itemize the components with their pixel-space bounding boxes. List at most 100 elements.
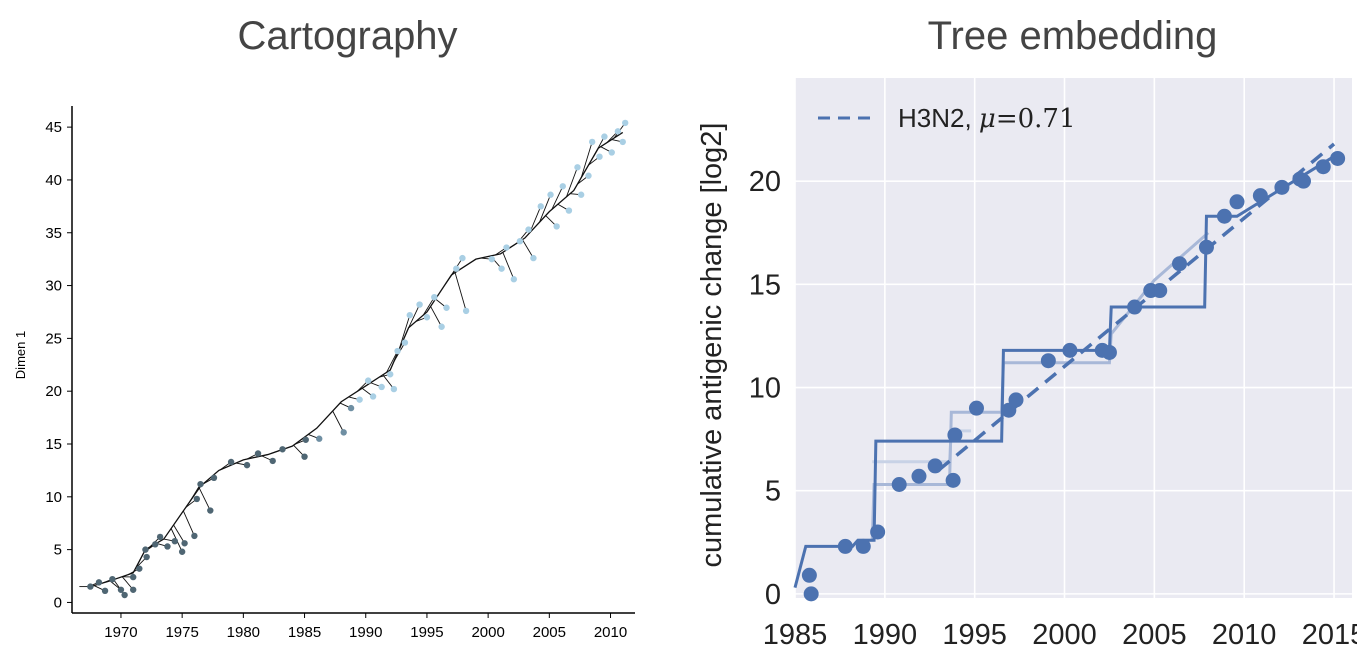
cartography-branch-30 [332, 410, 345, 433]
cartography-tip-point-34 [369, 393, 377, 400]
cartography-y-label: Dimen 1 [13, 331, 28, 379]
cartography-tip-point-9 [142, 546, 149, 553]
legend-text: H3N2, [898, 103, 979, 133]
cartography-tip-point-17 [191, 532, 198, 540]
cartography-tip-point-12 [156, 533, 164, 541]
cartography-branch-38 [386, 350, 398, 373]
tree-embedding-plot-background [795, 78, 1352, 598]
cartography-tip-point-49 [488, 255, 496, 263]
cartography-chart: 1970 1975 1980 1985 1990 1995 2000 2005 2010 0 5 10… [13, 106, 635, 641]
cartography-tip-point-28 [302, 436, 309, 443]
cartography-tip-point-25 [269, 457, 276, 465]
cartography-tip-point-69 [619, 138, 626, 146]
cartography-x-tick-label-0: 1970 [104, 624, 137, 641]
cartography-y-tick-label-7: 35 [45, 225, 62, 242]
cartography-tip-point-43 [431, 293, 438, 301]
cartography-x-tick-label-2: 1980 [227, 624, 260, 641]
tree-embedding-point-8 [945, 472, 961, 488]
tree-embedding-point-13 [1040, 353, 1056, 369]
cartography-tip-point-63 [585, 172, 592, 179]
cartography-tip-point-47 [459, 254, 466, 262]
cartography-y-tick-label-4: 20 [45, 383, 62, 400]
cartography-branch-16 [173, 524, 185, 544]
cartography-branch-59 [551, 186, 564, 210]
cartography-tip-point-57 [547, 191, 554, 198]
tree-embedding-point-2 [837, 538, 853, 554]
tree-embedding-point-4 [870, 524, 886, 540]
tree-embedding-point-16 [1101, 344, 1117, 360]
cartography-trunk-line [90, 131, 624, 588]
tree-embedding-y-tick-label-4: 20 [749, 166, 781, 198]
cartography-tip-point-7 [129, 586, 137, 593]
cartography-tip-point-65 [596, 153, 603, 160]
cartography-tip-point-53 [516, 238, 524, 245]
cartography-branch-66 [592, 136, 605, 157]
cartography-tip-point-45 [443, 304, 450, 311]
cartography-tip-point-8 [136, 565, 143, 572]
tree-embedding-point-9 [947, 427, 963, 443]
tree-embedding-point-24 [1252, 188, 1268, 204]
tree-embedding-marks [793, 142, 1346, 602]
cartography-tip-point-56 [537, 203, 544, 210]
cartography-x-tick-label-8: 2010 [594, 624, 627, 641]
cartography-tip-point-54 [525, 226, 532, 233]
cartography-x-tick-label-1: 1975 [165, 624, 198, 641]
cartography-tip-point-14 [171, 537, 179, 545]
legend-mu-symbol: μ [979, 104, 996, 134]
tree-embedding-point-14 [1062, 342, 1078, 358]
tree-embedding-point-10 [968, 400, 984, 416]
cartography-tip-point-27 [301, 453, 308, 460]
left-chart-title: Cartography [237, 14, 458, 58]
cartography-marks [79, 119, 629, 599]
cartography-tip-point-64 [588, 138, 596, 146]
cartography-tip-point-68 [614, 128, 622, 135]
tree-embedding-point-17 [1127, 299, 1143, 315]
cartography-branch-40 [398, 315, 411, 351]
cartography-branch-20 [198, 487, 211, 511]
cartography-tip-point-46 [453, 265, 460, 272]
cartography-tip-point-38 [394, 347, 401, 355]
cartography-tip-point-60 [565, 207, 573, 214]
cartography-branch-43 [422, 296, 435, 316]
tree-embedding-point-27 [1295, 173, 1311, 189]
cartography-y-tick-label-1: 5 [54, 542, 62, 559]
cartography-branch-57 [539, 194, 551, 223]
cartography-tip-point-40 [406, 311, 413, 319]
cartography-tip-point-31 [347, 404, 355, 412]
tree-embedding-chart: 1985 1990 1995 2000 2005 2010 2015 0 5 10 15 20 H3N… [696, 78, 1357, 651]
cartography-tip-point-20 [207, 507, 214, 514]
cartography-branch-56 [529, 206, 542, 233]
cartography-branch-17 [182, 510, 195, 537]
tree-embedding-x-tick-label-0: 1985 [763, 619, 828, 651]
cartography-ticks: 1970 1975 1980 1985 1990 1995 2000 2005 2010 0 5 10… [45, 119, 627, 641]
tree-embedding-point-3 [855, 538, 871, 554]
cartography-tip-point-44 [438, 323, 445, 330]
tree-embedding-y-tick-label-0: 0 [765, 579, 781, 611]
cartography-tip-point-35 [378, 383, 385, 391]
cartography-branch-55 [522, 239, 534, 259]
tree-embedding-point-7 [927, 458, 943, 474]
tree-embedding-x-tick-label-5: 2010 [1212, 619, 1277, 651]
tree-embedding-point-25 [1274, 179, 1290, 195]
tree-embedding-y-tick-label-2: 10 [749, 373, 781, 405]
cartography-branch-48 [454, 272, 467, 312]
tree-embedding-point-23 [1229, 194, 1245, 210]
cartography-tip-point-11 [152, 541, 159, 548]
cartography-tip-point-30 [340, 429, 347, 436]
legend-label: H3N2, μ=0.71 [898, 103, 1076, 134]
cartography-tip-point-13 [164, 543, 171, 550]
tree-embedding-x-tick-label-1: 1990 [853, 619, 918, 651]
tree-embedding-point-12 [1008, 392, 1024, 408]
cartography-tip-point-21 [210, 474, 218, 481]
cartography-tip-point-41 [416, 301, 423, 308]
cartography-tip-point-42 [423, 314, 431, 321]
tree-embedding-point-1 [803, 586, 819, 602]
tree-embedding-point-5 [891, 477, 907, 493]
tree-embedding-point-21 [1198, 239, 1214, 255]
cartography-x-tick-label-6: 2000 [471, 624, 504, 641]
cartography-tip-point-67 [608, 149, 615, 156]
cartography-tip-point-2 [101, 587, 109, 595]
cartography-tip-point-4 [117, 586, 125, 593]
tree-embedding-point-22 [1216, 208, 1232, 224]
